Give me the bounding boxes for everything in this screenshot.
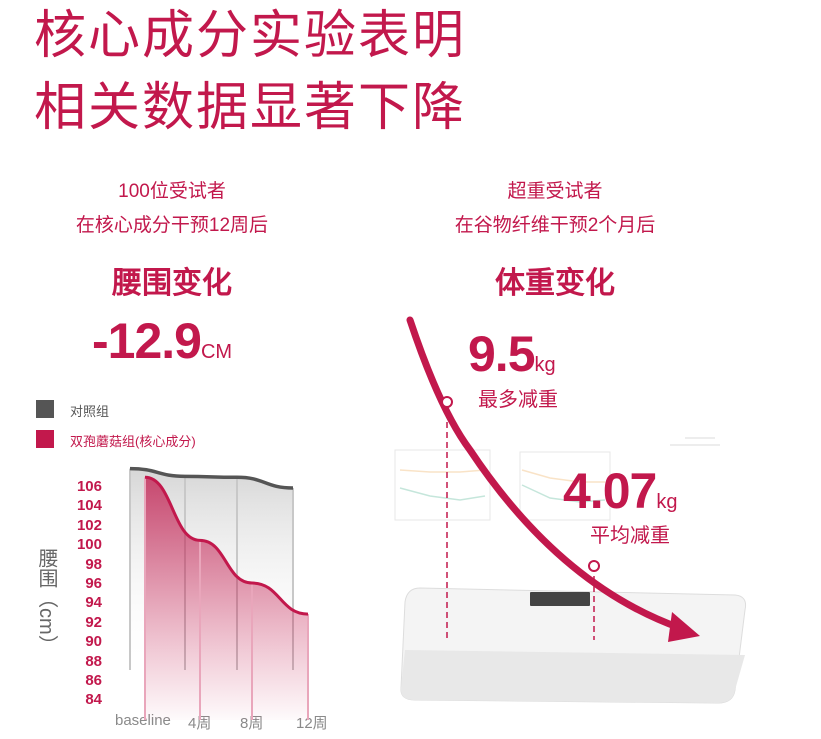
series-line-0 <box>129 466 294 490</box>
weight-trend-arrow <box>406 316 684 632</box>
y-tick-label: 92 <box>85 613 102 631</box>
y-tick-label: 94 <box>85 594 102 612</box>
legend-label-control: 对照组 <box>70 404 110 419</box>
title-line2: 相关数据显著下降 <box>34 79 467 137</box>
title-line1: 核心成分实验表明 <box>34 7 467 65</box>
max-weight-loss: 9.5kg <box>468 325 556 383</box>
left-subtitle1: 100位受试者 <box>118 181 226 202</box>
y-tick-label: 102 <box>76 516 102 534</box>
y-tick-label: 98 <box>85 555 102 573</box>
avg-unit: kg <box>656 491 678 513</box>
y-tick-label: 96 <box>85 575 102 592</box>
y-tick-label: 100 <box>76 536 102 554</box>
left-subtitle2: 在核心成分干预12周后 <box>75 215 269 236</box>
legend-label-treatment: 双孢蘑菇组(核心成分) <box>70 434 196 449</box>
background-study-charts <box>394 437 720 521</box>
y-tick-label: 88 <box>85 652 102 670</box>
series-line-1 <box>144 475 309 616</box>
avg-value: 4.07 <box>563 463 657 519</box>
avg-weight-label: 平均减重 <box>590 525 670 547</box>
y-tick-label: 86 <box>85 672 102 689</box>
max-value: 9.5 <box>468 326 536 382</box>
legend-swatch-control <box>36 400 54 418</box>
waist-change-value: -12.9CM <box>92 312 232 370</box>
max-weight-label: 最多减重 <box>478 389 558 411</box>
avg-weight-loss: 4.07kg <box>563 462 677 520</box>
max-unit: kg <box>534 354 556 376</box>
series-area-1 <box>145 477 308 720</box>
scale-icon <box>400 587 746 704</box>
y-tick-label: 106 <box>76 478 102 495</box>
right-subtitle2: 在谷物纤维干预2个月后 <box>454 215 656 236</box>
y-tick-label: 90 <box>85 633 102 651</box>
waist-unit: CM <box>200 341 233 363</box>
y-tick-label: 84 <box>85 691 102 709</box>
y-axis-label: 腰围（cm） <box>35 548 57 655</box>
left-heading: 腰围变化 <box>112 267 232 300</box>
waist-value: -12.9 <box>92 313 202 369</box>
right-heading: 体重变化 <box>495 267 615 300</box>
right-subtitle1: 超重受试者 <box>507 181 603 202</box>
legend-swatch-treatment <box>36 430 54 448</box>
y-tick-label: 104 <box>76 497 102 515</box>
